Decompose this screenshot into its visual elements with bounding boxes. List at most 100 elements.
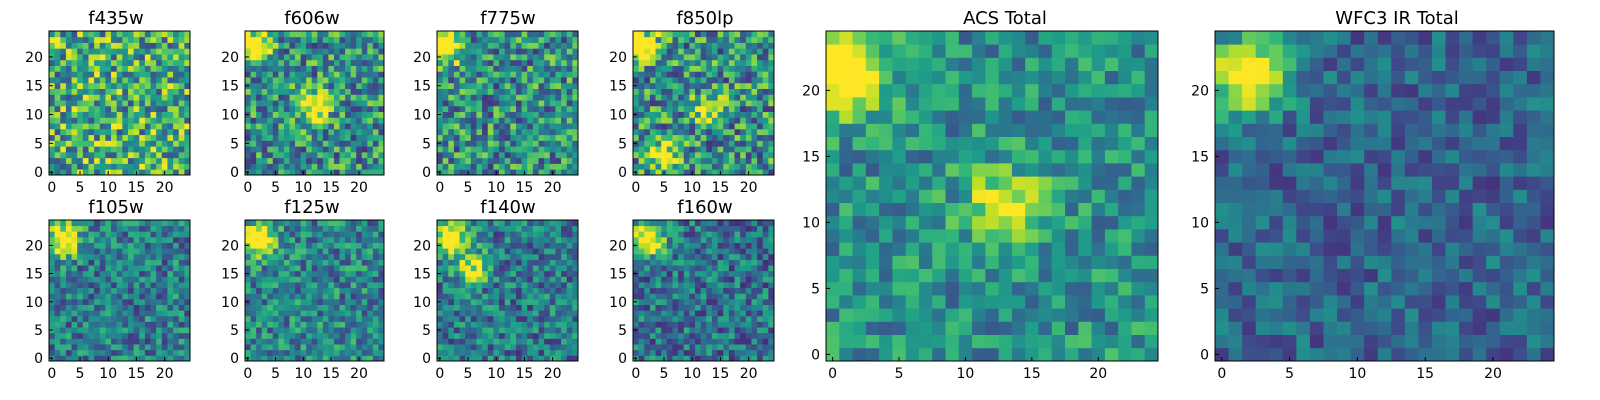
heatmap-cell <box>555 123 562 130</box>
heatmap-cell <box>504 344 511 351</box>
heatmap-cell <box>521 220 528 227</box>
heatmap-cell <box>82 105 89 113</box>
heatmap-cell <box>278 94 285 101</box>
heatmap-cell <box>54 88 61 95</box>
heatmap-cell <box>54 231 61 238</box>
heatmap-cell <box>150 42 157 49</box>
heatmap-cell <box>356 225 363 232</box>
heatmap-cell <box>717 327 724 334</box>
heatmap-cell <box>361 59 368 66</box>
heatmap-cell <box>311 77 318 84</box>
heatmap-cell <box>487 220 494 227</box>
heatmap-cell <box>768 65 775 72</box>
heatmap-cell <box>655 82 662 89</box>
heatmap-cell <box>356 59 363 66</box>
heatmap-cell <box>706 163 713 170</box>
heatmap-cell <box>482 304 489 311</box>
heatmap-cell <box>267 248 274 255</box>
heatmap-cell <box>532 163 539 170</box>
heatmap-cell <box>127 65 134 72</box>
heatmap-cell <box>504 105 511 113</box>
heatmap-cell <box>328 332 335 339</box>
heatmap-cell <box>532 344 539 351</box>
heatmap-cell <box>161 54 168 61</box>
heatmap-cell <box>317 48 324 55</box>
heatmap-cell <box>99 111 106 118</box>
heatmap-cell <box>655 265 662 272</box>
heatmap-cell <box>672 270 679 277</box>
heatmap-cell <box>476 231 483 238</box>
heatmap-cell <box>283 134 290 141</box>
heatmap-cell <box>54 111 61 118</box>
heatmap-cell <box>184 220 191 227</box>
heatmap-cell <box>561 105 568 113</box>
heatmap-cell <box>122 225 129 232</box>
heatmap-cell <box>333 276 340 283</box>
heatmap-cell <box>161 128 168 136</box>
heatmap-cell <box>372 100 379 107</box>
heatmap-cell <box>723 282 730 289</box>
heatmap-cell <box>278 31 285 38</box>
heatmap-cell <box>762 100 769 107</box>
heatmap-cell <box>161 332 168 339</box>
heatmap-cell <box>77 282 84 289</box>
heatmap-cell <box>122 151 129 159</box>
heatmap-cell <box>317 94 324 101</box>
heatmap-cell <box>245 48 251 55</box>
heatmap-cell <box>493 105 500 113</box>
heatmap-cell <box>94 265 101 272</box>
heatmap-cell <box>544 88 551 95</box>
heatmap-cell <box>499 54 506 61</box>
heatmap-cell <box>661 117 668 124</box>
heatmap-cell <box>261 242 268 249</box>
x-tick-label: 20 <box>156 366 174 382</box>
heatmap-cell <box>60 349 67 356</box>
heatmap-cell <box>82 71 89 78</box>
heatmap-cell <box>272 65 279 72</box>
heatmap-cell <box>482 282 489 289</box>
heatmap-cell <box>476 349 483 356</box>
heatmap-cell <box>150 100 157 107</box>
heatmap-cell <box>649 42 656 49</box>
heatmap-cell <box>728 59 735 66</box>
heatmap-cell <box>333 298 340 305</box>
heatmap-cell <box>361 36 368 43</box>
heatmap-cell <box>133 282 140 289</box>
heatmap-cell <box>762 298 769 305</box>
heatmap-cell <box>184 128 191 136</box>
heatmap-cell <box>561 304 568 311</box>
heatmap-cell <box>54 310 61 317</box>
y-tick-label: 0 <box>34 351 43 367</box>
heatmap-cell <box>111 304 118 311</box>
heatmap-cell <box>116 111 123 118</box>
heatmap-cell <box>139 293 146 300</box>
x-tick-label: 10 <box>294 180 312 196</box>
heatmap-cell <box>532 82 539 89</box>
heatmap-cell <box>250 310 257 317</box>
heatmap-cell <box>482 151 489 159</box>
heatmap-cell <box>448 349 455 356</box>
heatmap-cell <box>173 163 180 170</box>
heatmap-cell <box>527 105 534 113</box>
heatmap-cell <box>378 31 385 38</box>
heatmap-cell <box>717 140 724 147</box>
heatmap-cell <box>54 157 61 164</box>
heatmap-cell <box>139 225 146 232</box>
heatmap-cell <box>161 48 168 55</box>
heatmap-cell <box>173 146 180 153</box>
heatmap-cell <box>527 36 534 43</box>
heatmap-cell <box>706 111 713 118</box>
heatmap-cell <box>666 71 673 78</box>
heatmap-cell <box>116 36 123 43</box>
heatmap-cell <box>133 117 140 124</box>
heatmap-cell <box>527 77 534 84</box>
heatmap-cell <box>94 94 101 101</box>
heatmap-cell <box>378 88 385 95</box>
heatmap-cell <box>499 163 506 170</box>
heatmap-cell <box>161 88 168 95</box>
heatmap-cell <box>367 259 374 266</box>
heatmap-cell <box>167 349 174 356</box>
heatmap-cell <box>289 265 296 272</box>
heatmap-cell <box>245 276 251 283</box>
heatmap-cell <box>372 270 379 277</box>
